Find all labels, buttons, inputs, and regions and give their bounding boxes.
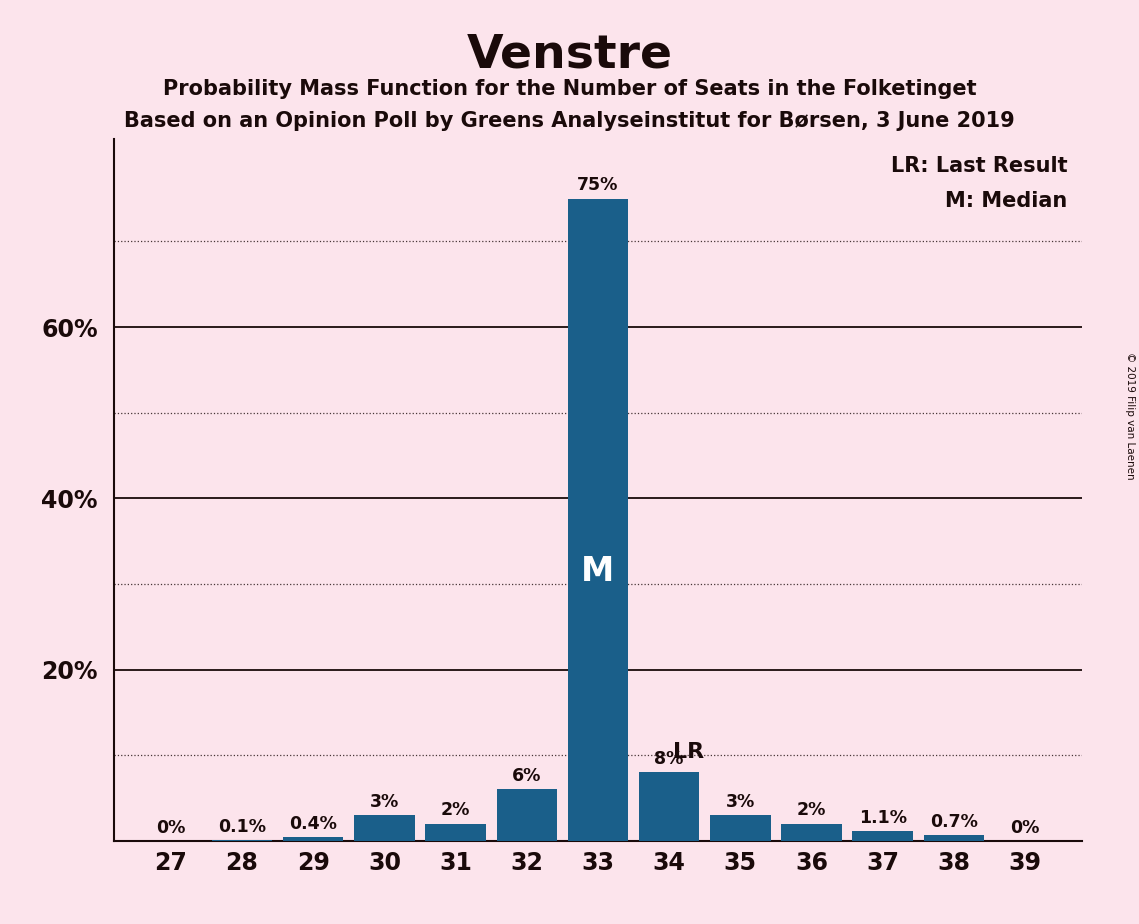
Text: 2%: 2% <box>797 801 826 820</box>
Text: M: Median: M: Median <box>945 191 1067 212</box>
Text: 75%: 75% <box>577 176 618 194</box>
Text: 3%: 3% <box>726 793 755 811</box>
Text: LR: Last Result: LR: Last Result <box>891 156 1067 176</box>
Text: 8%: 8% <box>655 750 683 768</box>
Bar <box>567 199 629 841</box>
Text: 0.7%: 0.7% <box>929 812 978 831</box>
Text: 6%: 6% <box>513 767 541 785</box>
Text: LR: LR <box>673 742 704 762</box>
Text: © 2019 Filip van Laenen: © 2019 Filip van Laenen <box>1125 352 1134 480</box>
Bar <box>710 815 771 841</box>
Text: 2%: 2% <box>441 801 470 820</box>
Text: 0%: 0% <box>1010 819 1040 836</box>
Bar <box>354 815 415 841</box>
Text: 0.4%: 0.4% <box>289 815 337 833</box>
Bar <box>425 823 486 841</box>
Text: 0%: 0% <box>156 819 186 836</box>
Text: Based on an Opinion Poll by Greens Analyseinstitut for Børsen, 3 June 2019: Based on an Opinion Poll by Greens Analy… <box>124 111 1015 131</box>
Bar <box>639 772 699 841</box>
Text: Probability Mass Function for the Number of Seats in the Folketinget: Probability Mass Function for the Number… <box>163 79 976 99</box>
Bar <box>924 835 984 841</box>
Bar <box>497 789 557 841</box>
Bar <box>852 832 913 841</box>
Text: 3%: 3% <box>370 793 399 811</box>
Bar <box>282 837 344 841</box>
Text: 0.1%: 0.1% <box>218 818 267 835</box>
Text: 1.1%: 1.1% <box>859 809 907 827</box>
Bar <box>781 823 842 841</box>
Text: Venstre: Venstre <box>467 32 672 78</box>
Text: M: M <box>581 554 615 588</box>
